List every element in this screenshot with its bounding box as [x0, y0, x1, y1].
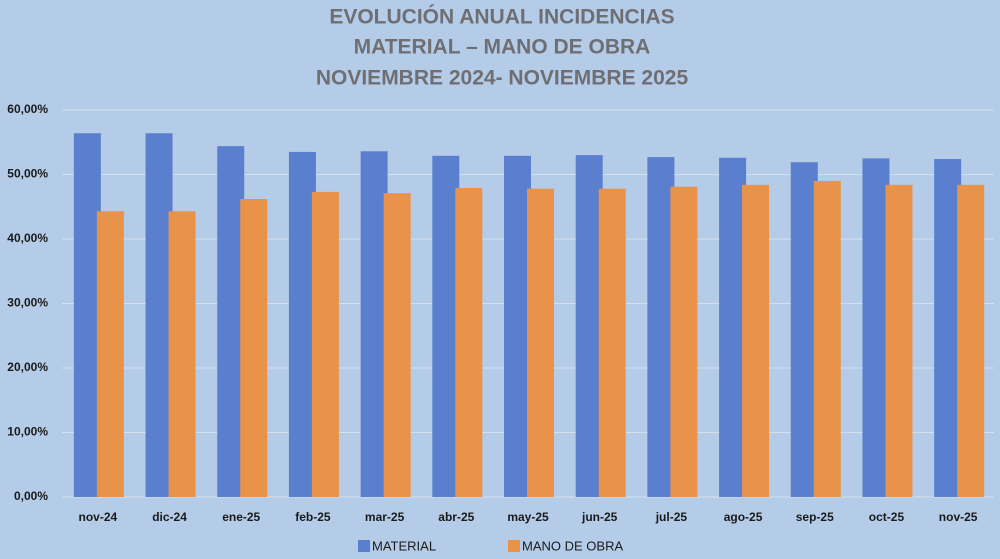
x-tick-label: jul-25 — [655, 510, 688, 524]
bar — [790, 162, 818, 497]
x-tick-label: jun-25 — [581, 510, 618, 524]
bar — [96, 211, 124, 497]
bar — [504, 155, 531, 498]
bar — [862, 158, 890, 497]
bar — [575, 155, 603, 497]
bar — [311, 191, 339, 498]
bar — [455, 188, 483, 498]
x-tick-label: abr-25 — [438, 510, 474, 524]
x-tick-label: feb-25 — [295, 510, 331, 524]
legend-label: MATERIAL — [372, 538, 436, 553]
x-tick-label: mar-25 — [365, 510, 405, 524]
bar — [288, 151, 316, 498]
x-tick-label: may-25 — [507, 510, 549, 524]
bar — [647, 157, 675, 497]
bar — [217, 146, 245, 497]
x-tick-label: nov-24 — [79, 510, 118, 524]
bar — [360, 151, 388, 497]
y-tick-label: 0,00% — [14, 489, 48, 503]
bar — [719, 157, 747, 498]
x-tick-label: sep-25 — [796, 510, 834, 524]
y-tick-label: 40,00% — [7, 231, 48, 245]
bar — [813, 180, 841, 497]
bar — [957, 184, 985, 497]
legend-swatch — [508, 540, 520, 552]
legend-label: MANO DE OBRA — [522, 538, 623, 553]
bar — [73, 133, 101, 497]
x-tick-label: oct-25 — [869, 510, 905, 524]
y-tick-label: 30,00% — [7, 296, 48, 310]
x-tick-label: ene-25 — [222, 510, 260, 524]
chart-title: MATERIAL – MANO DE OBRA — [354, 36, 651, 59]
bar — [145, 133, 173, 497]
x-tick-label: ago-25 — [724, 510, 763, 524]
chart-title: EVOLUCIÓN ANUAL INCIDENCIAS — [329, 5, 674, 29]
y-tick-label: 20,00% — [7, 360, 48, 374]
x-tick-label: nov-25 — [939, 510, 978, 524]
legend-swatch — [358, 540, 370, 552]
bar — [670, 186, 698, 497]
bar — [240, 199, 268, 497]
y-tick-label: 10,00% — [7, 425, 48, 439]
bar — [742, 184, 770, 497]
bar — [934, 159, 962, 497]
bar — [598, 188, 626, 497]
y-tick-label: 50,00% — [7, 167, 48, 181]
x-tick-label: dic-24 — [152, 510, 187, 524]
y-tick-label: 60,00% — [7, 102, 48, 116]
bar — [527, 188, 554, 497]
bar — [383, 193, 411, 497]
bar — [885, 184, 913, 497]
bar — [168, 211, 196, 497]
bar — [432, 155, 460, 498]
chart-title: NOVIEMBRE 2024- NOVIEMBRE 2025 — [316, 67, 689, 90]
